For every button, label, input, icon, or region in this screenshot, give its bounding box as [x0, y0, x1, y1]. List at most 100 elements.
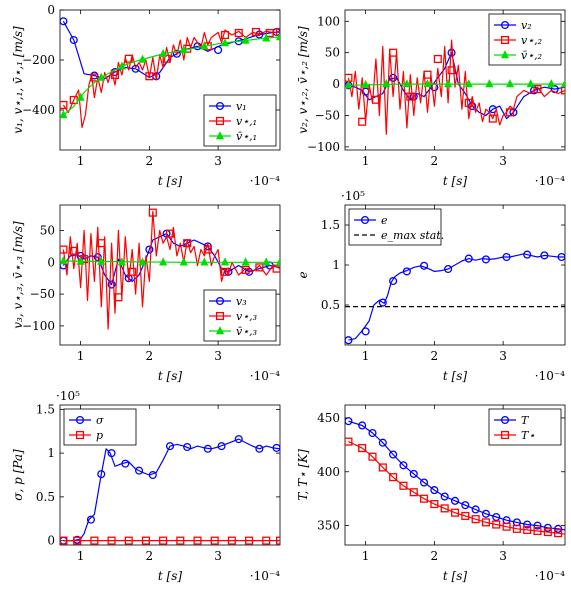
data-point — [389, 450, 398, 459]
data-point — [433, 54, 442, 64]
x-tick-label: 2 — [431, 154, 439, 168]
x-multiplier: ·10⁻⁴ — [250, 174, 280, 188]
y-tick-label: 50 — [325, 46, 340, 60]
data-point — [262, 257, 271, 266]
x-tick-label: 3 — [214, 549, 222, 563]
data-point — [492, 520, 501, 529]
x-axis-label: t [s] — [443, 174, 467, 188]
y-axis-label: e — [296, 271, 310, 278]
data-point — [90, 536, 99, 545]
y-tick-label: 0 — [332, 77, 340, 91]
data-point — [345, 417, 353, 426]
y-tick-label: 100 — [317, 14, 340, 28]
x-tick-label: 2 — [431, 349, 439, 363]
chart-v3: 1 2 3 −100 −50 0 50 t [s] v₃, v⋆,₃, v̄⋆,₃ [m/s] ·… — [11, 204, 281, 383]
y-tick-label: −200 — [22, 53, 55, 67]
data-point — [60, 245, 68, 254]
y-multiplier: ·10⁵ — [56, 389, 80, 403]
data-point — [533, 521, 542, 530]
data-point — [420, 261, 429, 270]
x-tick-label: 3 — [499, 154, 507, 168]
data-point — [262, 33, 271, 42]
x-tick-label: 1 — [77, 154, 85, 168]
data-point — [447, 66, 456, 75]
data-point — [464, 98, 473, 107]
data-point — [172, 49, 181, 58]
series-group — [60, 208, 280, 330]
x-tick-label: 1 — [362, 154, 370, 168]
data-point — [162, 54, 171, 63]
data-point — [227, 536, 236, 545]
data-point — [165, 229, 175, 238]
legend: T T⋆ — [488, 408, 562, 446]
data-point — [502, 522, 511, 531]
data-point — [193, 536, 202, 545]
legend-label: v₂ — [521, 19, 532, 32]
series-line — [347, 39, 565, 135]
x-tick-label: 2 — [146, 154, 154, 168]
legend-marker — [500, 20, 510, 30]
data-point — [220, 38, 230, 47]
x-tick-label: 2 — [146, 549, 154, 563]
x-axis-label: t [s] — [158, 174, 182, 188]
data-point — [138, 257, 147, 266]
x-tick-label: 1 — [362, 349, 370, 363]
y-axis-label: v₂, v⋆,₂, v̄⋆,₂ [m/s] — [296, 26, 310, 134]
legend-marker — [75, 415, 85, 425]
data-point — [382, 79, 391, 88]
data-point — [275, 32, 280, 41]
data-point — [389, 48, 398, 57]
legend-label: v₁ — [236, 100, 247, 113]
y-axis-label: v₃, v⋆,₃, v̄⋆,₃ [m/s] — [11, 221, 25, 329]
data-point — [461, 511, 470, 520]
y-tick-label: 350 — [317, 519, 340, 533]
y-tick-label: −50 — [30, 287, 55, 301]
legend-label: v̄⋆,₂ — [521, 49, 542, 62]
data-point — [179, 45, 188, 54]
data-point — [141, 536, 150, 545]
data-point — [203, 245, 212, 254]
data-point — [179, 257, 188, 266]
chart-v2: 1 2 3 −100 −50 0 50 100 t [s] v₂, v⋆,₂, v̄⋆,₂ [m/… — [296, 9, 566, 188]
data-point — [420, 494, 429, 503]
legend: σp — [63, 408, 137, 446]
y-tick-label: 1.5 — [321, 218, 340, 232]
data-point — [265, 28, 274, 38]
legend-marker — [500, 50, 510, 59]
data-point — [547, 79, 556, 88]
data-point — [183, 442, 192, 452]
legend-label: T — [521, 414, 530, 427]
data-point — [262, 536, 271, 545]
data-point — [251, 27, 260, 37]
data-point — [481, 255, 490, 264]
data-point — [97, 239, 106, 248]
data-point — [444, 264, 453, 274]
legend: v₁ v⋆,₁ v̄⋆,₁ — [203, 94, 277, 147]
data-point — [402, 79, 411, 88]
legend-label: v⋆,₂ — [521, 34, 542, 47]
x-tick-label: 2 — [146, 349, 154, 363]
data-point — [378, 463, 387, 472]
data-point — [464, 254, 473, 263]
data-point — [203, 444, 212, 453]
legend-label: e — [381, 214, 388, 227]
y-tick-label: 400 — [317, 465, 340, 479]
y-tick-label: 0.5 — [36, 490, 55, 504]
data-point — [450, 496, 460, 505]
data-point — [345, 336, 353, 345]
data-point — [409, 488, 418, 497]
series-group — [60, 435, 280, 545]
data-point — [554, 524, 563, 533]
data-point — [220, 257, 230, 266]
legend-marker — [215, 326, 225, 335]
x-tick-label: 3 — [499, 349, 507, 363]
y-axis-label: σ, p [Pa] — [11, 449, 25, 501]
x-multiplier: ·10⁻⁴ — [535, 174, 565, 188]
data-point — [471, 515, 480, 524]
data-point — [183, 239, 192, 248]
x-multiplier: ·10⁻⁴ — [535, 369, 565, 383]
data-point — [217, 442, 226, 451]
legend-box — [348, 208, 442, 246]
data-point — [505, 108, 515, 117]
data-point — [145, 245, 154, 254]
